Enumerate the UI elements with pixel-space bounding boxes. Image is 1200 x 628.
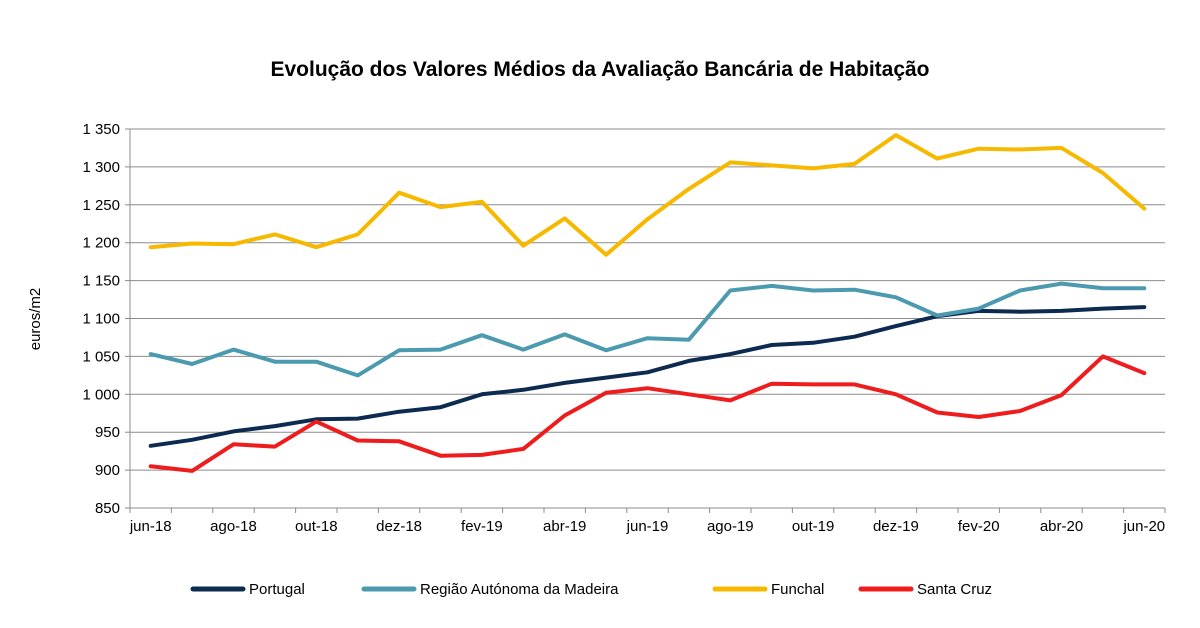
y-tick-label: 1 200 — [82, 235, 120, 252]
x-tick-label: abr-19 — [543, 518, 586, 535]
x-tick-label: ago-18 — [210, 518, 257, 535]
x-tick-label: fev-20 — [958, 518, 1000, 535]
y-tick-label: 1 100 — [82, 311, 120, 328]
y-tick-label: 950 — [95, 424, 120, 441]
gridlines — [130, 128, 1165, 509]
y-tick-label: 1 300 — [82, 159, 120, 176]
y-tick-label: 1 050 — [82, 348, 120, 365]
x-tick-label: dez-18 — [376, 518, 422, 535]
x-tick-label: jun-19 — [626, 518, 669, 535]
legend-label: Portugal — [249, 581, 305, 598]
x-tick-label: jun-18 — [129, 518, 172, 535]
y-tick-label: 1 250 — [82, 197, 120, 214]
x-tick-label: jun-20 — [1122, 518, 1165, 535]
x-tick-label: fev-19 — [461, 518, 503, 535]
y-tick-label: 1 350 — [82, 121, 120, 138]
y-tick-label: 1 000 — [82, 386, 120, 403]
series-lines — [148, 133, 1147, 473]
axes: 850 900 950 1 000 1 050 1 100 1 150 1 200 1 250 1… — [82, 121, 1166, 535]
x-tick-label: out-19 — [792, 518, 835, 535]
chart-title: Evolução dos Valores Médios da Avaliação… — [270, 58, 930, 81]
series-line-regi-o-aut-noma-da-madeira — [148, 281, 1147, 378]
legend-label: Santa Cruz — [917, 581, 992, 598]
y-axis-label: euros/m2 — [27, 288, 44, 351]
legend-label: Funchal — [771, 581, 824, 598]
y-tick-label: 1 150 — [82, 273, 120, 290]
legend-label: Região Autónoma da Madeira — [420, 581, 619, 598]
x-tick-label: abr-20 — [1040, 518, 1083, 535]
legend: Portugal Região Autónoma da Madeira Funcha… — [190, 581, 992, 598]
y-tick-label: 850 — [95, 500, 120, 517]
series-line-santa-cruz — [148, 354, 1147, 473]
x-tick-label: ago-19 — [707, 518, 754, 535]
series-line-funchal — [148, 133, 1147, 257]
x-tick-label: out-18 — [295, 518, 338, 535]
x-tick-label: dez-19 — [873, 518, 919, 535]
y-tick-label: 900 — [95, 462, 120, 479]
series-line-portugal — [148, 305, 1147, 448]
